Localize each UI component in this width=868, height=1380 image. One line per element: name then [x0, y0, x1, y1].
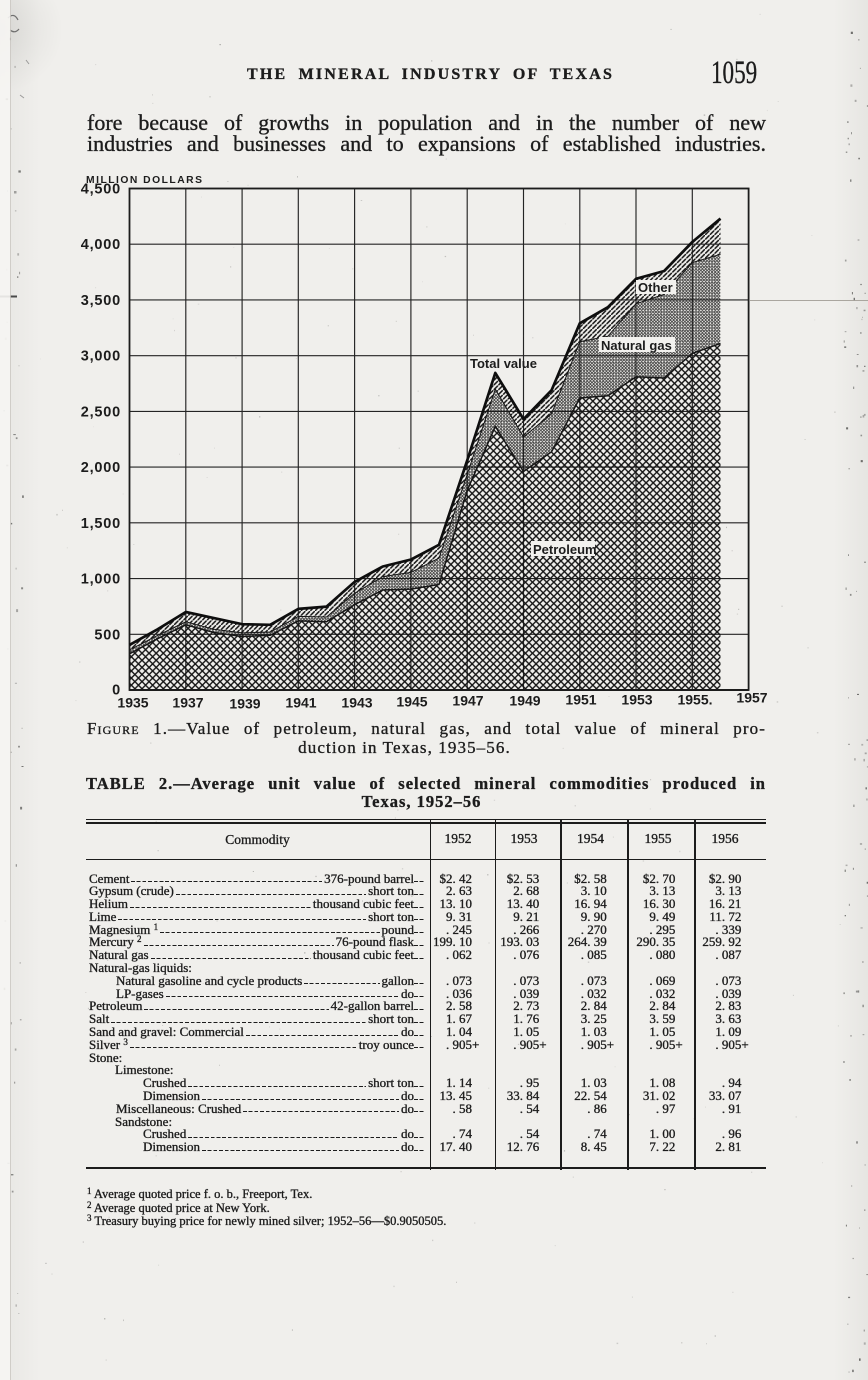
svg-text:1,500: 1,500	[81, 516, 121, 532]
svg-text:1945: 1945	[396, 694, 427, 710]
svg-text:Petroleum: Petroleum	[533, 542, 597, 557]
svg-text:1953: 1953	[621, 692, 652, 708]
svg-text:Total value: Total value	[470, 356, 537, 371]
svg-text:3,500: 3,500	[81, 293, 121, 309]
svg-text:500: 500	[94, 627, 121, 643]
svg-text:1955.: 1955.	[677, 692, 712, 708]
svg-text:1937: 1937	[172, 695, 203, 711]
svg-text:1949: 1949	[509, 693, 540, 709]
svg-text:Other: Other	[638, 280, 673, 295]
svg-text:1935: 1935	[117, 695, 148, 711]
svg-text:0: 0	[112, 683, 121, 699]
svg-text:1943: 1943	[341, 695, 372, 711]
svg-text:2,500: 2,500	[81, 404, 121, 420]
svg-text:1,000: 1,000	[81, 572, 121, 588]
svg-text:1941: 1941	[285, 695, 316, 711]
svg-text:2,000: 2,000	[81, 460, 121, 476]
svg-text:3,000: 3,000	[81, 349, 121, 365]
svg-text:4,500: 4,500	[81, 182, 121, 198]
svg-text:Natural gas: Natural gas	[601, 338, 672, 353]
svg-text:1947: 1947	[452, 693, 483, 709]
svg-text:1951: 1951	[565, 692, 596, 708]
svg-text:4,000: 4,000	[81, 237, 121, 253]
svg-text:MILLION DOLLARS: MILLION DOLLARS	[86, 175, 203, 186]
svg-text:1939: 1939	[229, 696, 260, 712]
svg-text:1957: 1957	[736, 690, 767, 706]
